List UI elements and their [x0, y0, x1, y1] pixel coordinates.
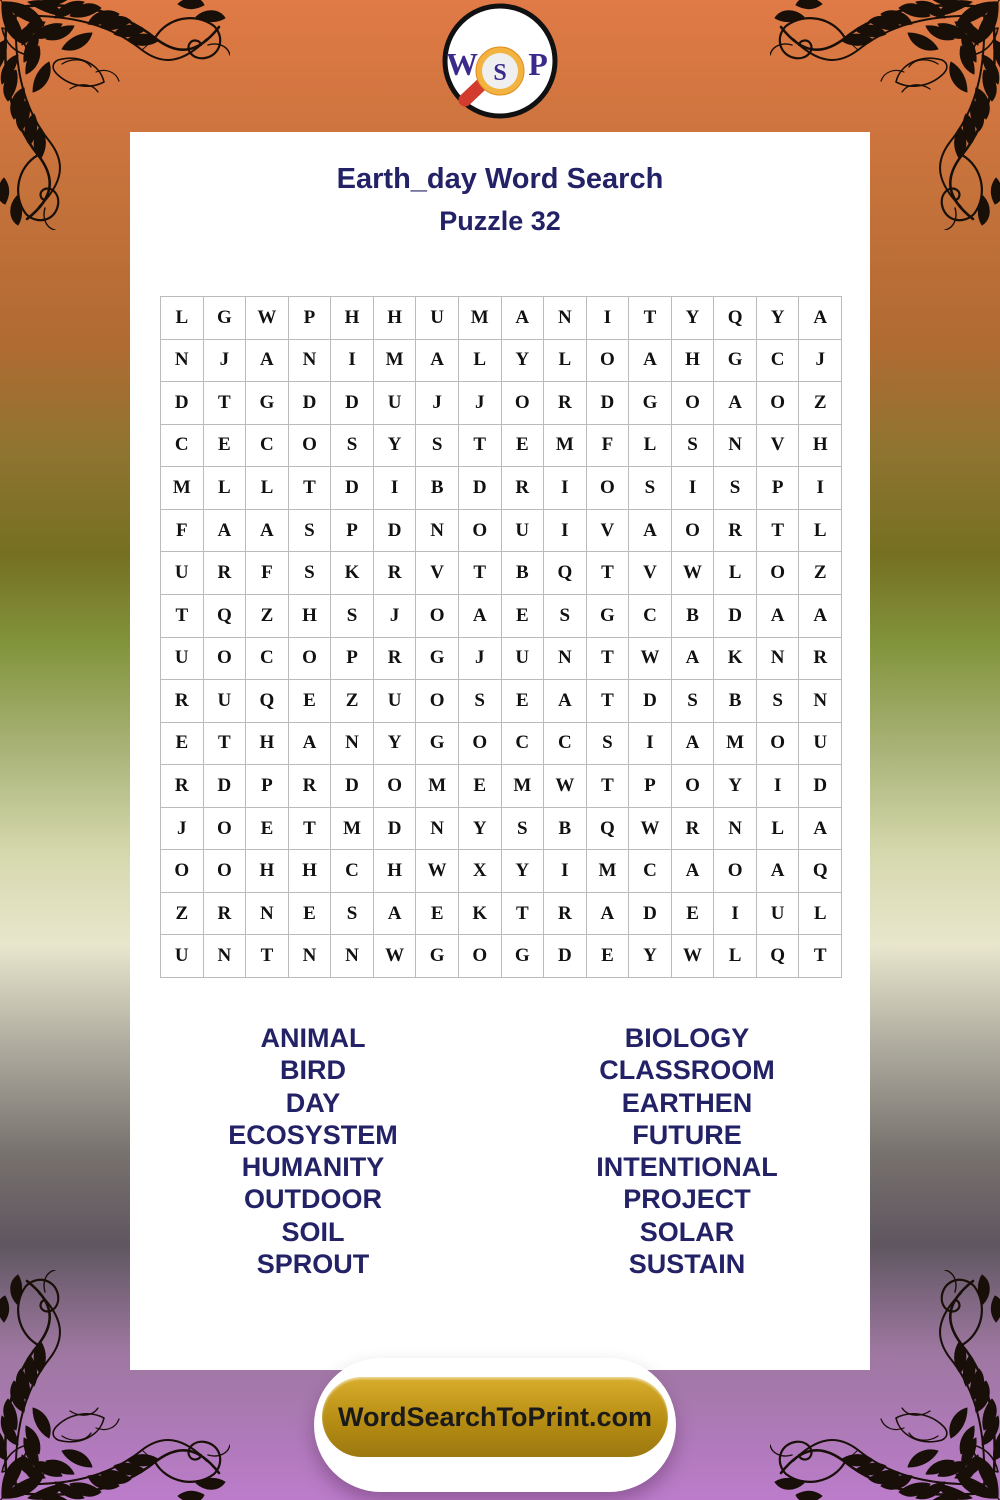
svg-text:P: P [528, 46, 548, 82]
svg-text:W: W [446, 46, 478, 82]
svg-text:S: S [493, 60, 506, 86]
